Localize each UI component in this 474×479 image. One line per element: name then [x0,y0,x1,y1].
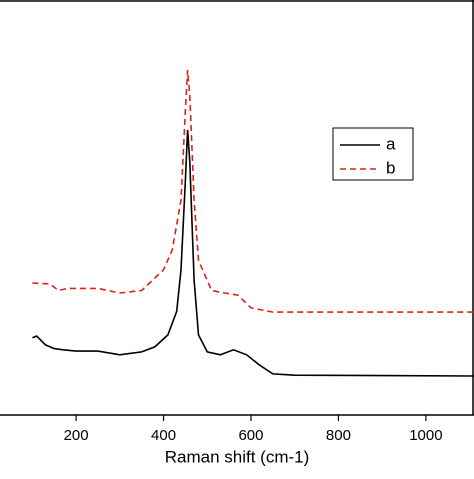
series-line [32,70,474,313]
x-tick-label: 200 [64,427,89,444]
x-tick-label: 800 [326,427,351,444]
x-tick-label: 400 [151,427,176,444]
series-line [32,129,474,377]
x-tick-label: 1000 [409,427,442,444]
x-tick-label: 600 [238,427,263,444]
legend-box [332,127,414,181]
legend-label: b [386,158,395,177]
x-axis-title: Raman shift (cm-1) [165,447,310,466]
legend-label: a [386,134,396,153]
